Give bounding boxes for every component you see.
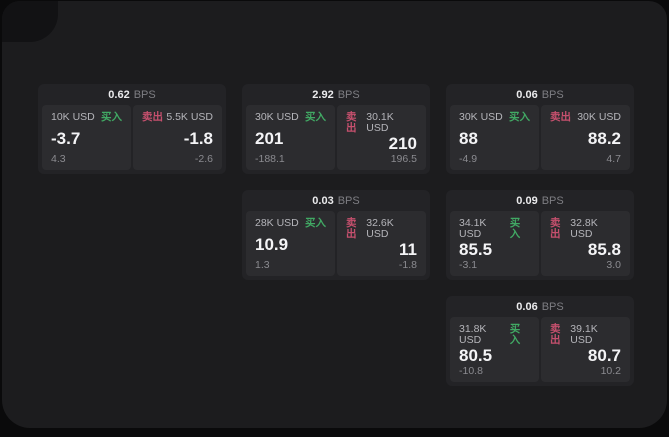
sell-panel[interactable]: 卖出 32.8K USD 85.8 3.0 (541, 211, 630, 276)
sell-amount: 30.1K USD (366, 111, 394, 134)
sell-value: 11 (399, 239, 417, 259)
buy-delta: 4.3 (51, 152, 66, 165)
sell-amount: 39.1K USD (570, 323, 598, 346)
buy-delta: -3.1 (459, 258, 478, 271)
buy-amount: 34.1K USD (459, 217, 487, 240)
sell-side-label: 卖出 (142, 111, 163, 123)
buy-delta: 1.3 (255, 258, 270, 271)
buy-delta: -10.8 (459, 364, 483, 377)
sell-delta: 3.0 (606, 258, 621, 271)
bps-header: 0.09 BPS (446, 190, 634, 211)
bps-unit: BPS (541, 195, 564, 207)
sell-value: 88.2 (587, 128, 621, 148)
sell-side-label: 卖出 (346, 217, 357, 240)
sell-amount: 32.6K USD (366, 217, 394, 240)
buy-value: 80.5 (459, 345, 493, 365)
bps-unit: BPS (337, 195, 360, 207)
bps-unit: BPS (541, 301, 564, 313)
bps-header: 0.06 BPS (446, 84, 634, 105)
buy-side-label: 买入 (305, 111, 326, 123)
bps-header: 0.06 BPS (446, 296, 634, 317)
bps-header: 2.92 BPS (242, 84, 430, 105)
buy-panel[interactable]: 28K USD 买入 10.9 1.3 (246, 211, 335, 276)
buy-delta: -188.1 (255, 152, 285, 165)
sell-side-label: 卖出 (550, 111, 571, 123)
sell-side-label: 卖出 (550, 217, 561, 240)
quote-card-r1c2[interactable]: 2.92 BPS 30K USD 买入 201 -188.1 卖出 30.1K … (242, 84, 430, 174)
sell-amount: 5.5K USD (166, 111, 213, 123)
buy-delta: -4.9 (459, 152, 478, 165)
buy-value: 85.5 (459, 239, 493, 259)
sell-amount: 32.8K USD (570, 217, 598, 240)
buy-side-label: 买入 (509, 111, 530, 123)
buy-side-label: 买入 (305, 217, 326, 229)
sell-delta: -2.6 (194, 152, 213, 165)
buy-amount: 30K USD (255, 111, 299, 123)
bps-value: 0.09 (516, 195, 538, 207)
buy-amount: 10K USD (51, 111, 95, 123)
sell-value: 210 (388, 133, 417, 153)
buy-amount: 30K USD (459, 111, 503, 123)
buy-panel[interactable]: 30K USD 买入 201 -188.1 (246, 105, 335, 170)
buy-side-label: 买入 (509, 217, 521, 240)
sell-side-label: 卖出 (346, 111, 357, 134)
buy-panel[interactable]: 34.1K USD 买入 85.5 -3.1 (450, 211, 539, 276)
sell-delta: -1.8 (398, 258, 417, 271)
quote-card-r1c1[interactable]: 0.62 BPS 10K USD 买入 -3.7 4.3 卖出 5.5K USD (38, 84, 226, 174)
bps-header: 0.03 BPS (242, 190, 430, 211)
quote-card-r3c3[interactable]: 0.06 BPS 31.8K USD 买入 80.5 -10.8 卖出 39.1… (446, 296, 634, 386)
bps-unit: BPS (337, 89, 360, 101)
sell-delta: 4.7 (606, 152, 621, 165)
buy-value: 10.9 (255, 234, 289, 254)
sell-value: -1.8 (183, 128, 213, 148)
buy-amount: 31.8K USD (459, 323, 487, 346)
corner-overlay (2, 1, 58, 42)
buy-value: 88 (459, 128, 478, 148)
sell-panel[interactable]: 卖出 39.1K USD 80.7 10.2 (541, 317, 630, 382)
sell-panel[interactable]: 卖出 30.1K USD 210 196.5 (337, 105, 426, 170)
sell-panel[interactable]: 卖出 32.6K USD 11 -1.8 (337, 211, 426, 276)
bps-value: 2.92 (312, 89, 334, 101)
sell-delta: 10.2 (600, 364, 621, 377)
buy-side-label: 买入 (509, 323, 521, 346)
buy-side-label: 买入 (101, 111, 122, 123)
buy-panel[interactable]: 30K USD 买入 88 -4.9 (450, 105, 539, 170)
bps-value: 0.62 (108, 89, 130, 101)
bps-unit: BPS (133, 89, 156, 101)
bps-value: 0.06 (516, 301, 538, 313)
quote-card-r2c3[interactable]: 0.09 BPS 34.1K USD 买入 85.5 -3.1 卖出 32.8K… (446, 190, 634, 280)
sell-panel[interactable]: 卖出 5.5K USD -1.8 -2.6 (133, 105, 222, 170)
sell-delta: 196.5 (390, 152, 417, 165)
sell-panel[interactable]: 卖出 30K USD 88.2 4.7 (541, 105, 630, 170)
sell-value: 85.8 (587, 239, 621, 259)
app-window: 0.62 BPS 10K USD 买入 -3.7 4.3 卖出 5.5K USD (2, 1, 667, 428)
sell-side-label: 卖出 (550, 323, 561, 346)
quote-card-r2c2[interactable]: 0.03 BPS 28K USD 买入 10.9 1.3 卖出 32.6K US… (242, 190, 430, 280)
buy-panel[interactable]: 31.8K USD 买入 80.5 -10.8 (450, 317, 539, 382)
sell-amount: 30K USD (577, 111, 621, 123)
buy-panel[interactable]: 10K USD 买入 -3.7 4.3 (42, 105, 131, 170)
buy-value: 201 (255, 128, 284, 148)
bps-value: 0.06 (516, 89, 538, 101)
bps-header: 0.62 BPS (38, 84, 226, 105)
bps-value: 0.03 (312, 195, 334, 207)
buy-amount: 28K USD (255, 217, 299, 229)
buy-value: -3.7 (51, 128, 81, 148)
quote-cards-grid: 0.62 BPS 10K USD 买入 -3.7 4.3 卖出 5.5K USD (38, 84, 634, 386)
bps-unit: BPS (541, 89, 564, 101)
quote-card-r1c3[interactable]: 0.06 BPS 30K USD 买入 88 -4.9 卖出 30K USD (446, 84, 634, 174)
sell-value: 80.7 (587, 345, 621, 365)
